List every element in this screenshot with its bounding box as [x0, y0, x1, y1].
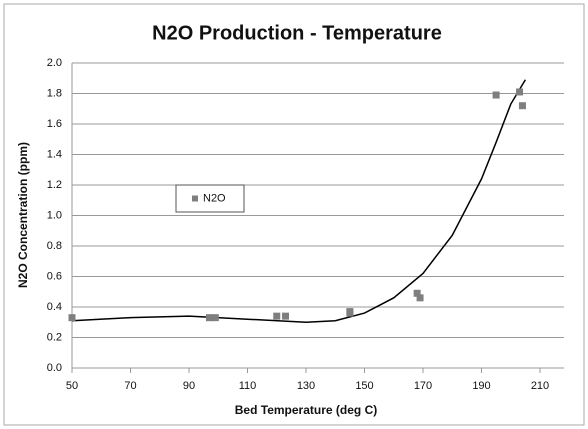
chart-title: N2O Production - Temperature: [152, 22, 442, 44]
y-tick-label: 0.8: [47, 240, 62, 252]
y-tick-label: 1.0: [47, 209, 62, 221]
data-point: [416, 294, 424, 302]
data-point: [516, 88, 524, 96]
y-tick-label: 0.2: [47, 331, 62, 343]
x-tick-label: 130: [297, 380, 315, 392]
y-axis-label: N2O Concentration (ppm): [16, 142, 30, 288]
x-axis-label: Bed Temperature (deg C): [235, 403, 377, 417]
x-tick-label: 50: [66, 380, 78, 392]
x-tick-label: 170: [414, 380, 432, 392]
data-point: [518, 102, 526, 110]
legend-label: N2O: [203, 192, 226, 204]
x-tick-label: 70: [124, 380, 136, 392]
data-point: [413, 289, 421, 297]
y-tick-label: 1.8: [47, 87, 62, 99]
y-tick-label: 1.2: [47, 179, 62, 191]
y-tick-label: 2.0: [47, 57, 62, 69]
y-tick-label: 0.4: [47, 301, 62, 313]
x-tick-label: 150: [355, 380, 373, 392]
data-point: [68, 314, 76, 322]
x-tick-label: 210: [531, 380, 549, 392]
chart-frame: [3, 3, 585, 426]
legend-marker: [192, 195, 198, 202]
trendline: [71, 79, 527, 324]
data-point: [205, 314, 213, 322]
y-tick-label: 1.4: [47, 148, 62, 160]
data-point: [273, 312, 281, 320]
y-tick-label: 0.6: [47, 270, 62, 282]
y-tick-label: 0.0: [47, 362, 62, 374]
x-tick-label: 110: [239, 380, 257, 392]
y-tick-label: 1.6: [47, 118, 62, 130]
legend-box: [175, 184, 245, 213]
data-point: [346, 309, 354, 317]
data-point: [492, 91, 500, 99]
x-tick-label: 90: [183, 380, 195, 392]
data-point: [282, 312, 290, 320]
data-point: [211, 314, 219, 322]
x-tick-label: 190: [472, 380, 490, 392]
